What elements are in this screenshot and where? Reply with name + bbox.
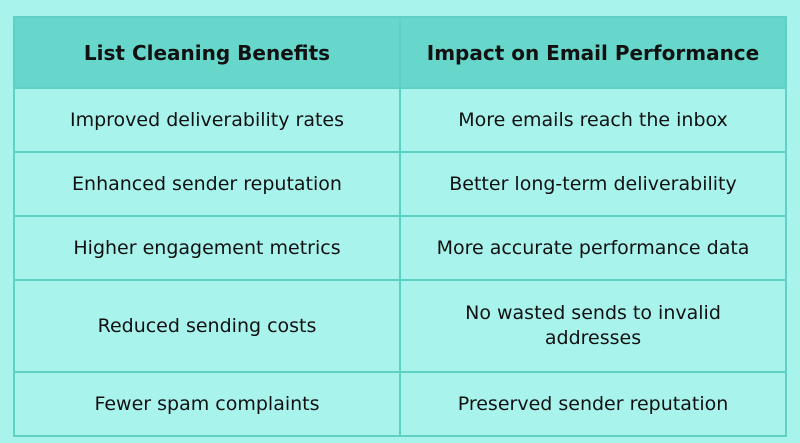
benefit-cell: Enhanced sender reputation — [13, 151, 401, 217]
impact-cell: Better long-term deliverability — [399, 151, 787, 217]
impact-cell: Preserved sender reputation — [399, 371, 787, 437]
impact-cell: More emails reach the inbox — [399, 87, 787, 153]
table-row: Fewer spam complaints Preserved sender r… — [13, 371, 787, 437]
benefits-table: List Cleaning Benefits Impact on Email P… — [13, 16, 787, 437]
impact-cell: More accurate performance data — [399, 215, 787, 281]
header-row: List Cleaning Benefits Impact on Email P… — [13, 16, 787, 89]
impact-cell: No wasted sends to invalid addresses — [399, 279, 787, 373]
benefit-cell: Reduced sending costs — [13, 279, 401, 373]
benefit-cell: Improved deliverability rates — [13, 87, 401, 153]
benefit-cell: Fewer spam complaints — [13, 371, 401, 437]
table-row: Improved deliverability rates More email… — [13, 87, 787, 153]
benefit-cell: Higher engagement metrics — [13, 215, 401, 281]
table-row: Higher engagement metrics More accurate … — [13, 215, 787, 281]
table-row: Enhanced sender reputation Better long-t… — [13, 151, 787, 217]
column-header-impact: Impact on Email Performance — [399, 16, 787, 89]
column-header-benefits: List Cleaning Benefits — [13, 16, 401, 89]
table-row: Reduced sending costs No wasted sends to… — [13, 279, 787, 373]
